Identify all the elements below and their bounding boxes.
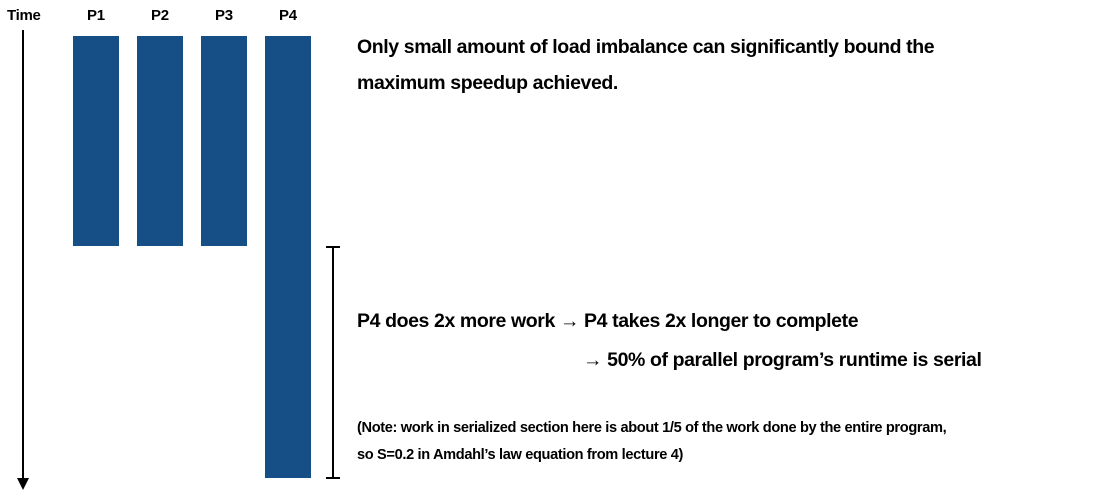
note-line: (Note: work in serialized section here i… <box>357 420 947 436</box>
time-arrowhead <box>17 478 29 490</box>
work-bar <box>73 36 119 246</box>
processor-label: P4 <box>279 7 297 24</box>
note-line: so S=0.2 in Amdahl’s law equation from l… <box>357 447 684 463</box>
work-bar <box>137 36 183 246</box>
bracket <box>326 246 340 479</box>
statement-line: P4 does 2x more work → P4 takes 2x longe… <box>357 310 859 332</box>
processor-label: P2 <box>151 7 169 24</box>
time-label: Time <box>7 7 41 24</box>
work-bar <box>201 36 247 246</box>
statement-line: → 50% of parallel program’s runtime is s… <box>583 349 982 371</box>
processor-label: P1 <box>87 7 105 24</box>
processor-label: P3 <box>215 7 233 24</box>
heading-line: maximum speedup achieved. <box>357 72 618 94</box>
heading-line: Only small amount of load imbalance can … <box>357 36 935 58</box>
work-bar <box>265 36 311 478</box>
